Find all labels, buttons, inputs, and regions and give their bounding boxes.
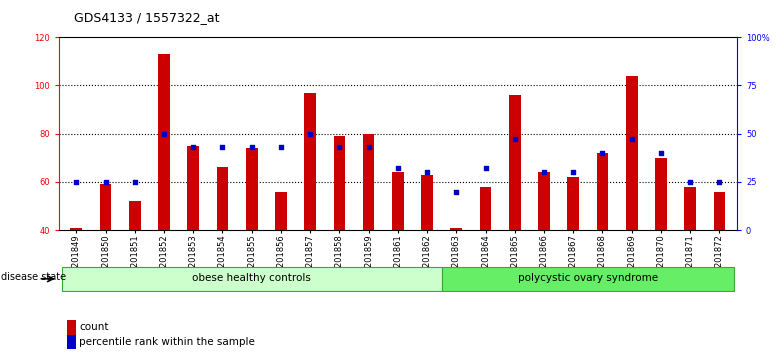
Bar (392, 172, 404, 230)
Bar (187, 146, 199, 230)
Bar (275, 192, 287, 230)
Bar (597, 153, 608, 230)
Bar (246, 148, 258, 230)
Bar (129, 201, 140, 230)
Point (216, 144, 229, 150)
Point (245, 144, 258, 150)
Point (509, 137, 521, 142)
Point (362, 144, 375, 150)
Bar (421, 175, 433, 230)
Text: percentile rank within the sample: percentile rank within the sample (79, 337, 255, 347)
Text: GDS4133 / 1557322_at: GDS4133 / 1557322_at (74, 11, 220, 24)
Point (479, 166, 492, 171)
Bar (62, 267, 441, 291)
Bar (158, 54, 170, 230)
Text: count: count (79, 322, 109, 332)
Bar (304, 93, 316, 230)
Bar (71, 228, 82, 230)
Bar (538, 172, 550, 230)
Bar (684, 187, 696, 230)
Point (596, 150, 608, 156)
Text: disease state: disease state (1, 273, 66, 282)
Point (129, 179, 141, 185)
Bar (441, 267, 734, 291)
Point (421, 170, 434, 175)
Point (187, 144, 200, 150)
Bar (568, 177, 579, 230)
Point (304, 131, 317, 136)
Bar (480, 187, 492, 230)
Point (70, 179, 82, 185)
Bar (216, 167, 228, 230)
Bar (713, 192, 725, 230)
Point (538, 170, 550, 175)
Bar (363, 133, 375, 230)
Point (100, 179, 112, 185)
Bar (509, 95, 521, 230)
Point (655, 150, 667, 156)
Bar (626, 76, 637, 230)
Point (450, 189, 463, 194)
Point (626, 137, 638, 142)
Point (713, 179, 726, 185)
Point (391, 166, 404, 171)
Point (684, 179, 696, 185)
Point (333, 144, 346, 150)
Text: obese healthy controls: obese healthy controls (192, 273, 311, 283)
Point (567, 170, 579, 175)
Point (158, 131, 170, 136)
Text: polycystic ovary syndrome: polycystic ovary syndrome (517, 273, 658, 283)
Bar (333, 136, 345, 230)
Bar (100, 184, 111, 230)
Bar (451, 228, 463, 230)
Point (274, 144, 287, 150)
Bar (655, 158, 667, 230)
